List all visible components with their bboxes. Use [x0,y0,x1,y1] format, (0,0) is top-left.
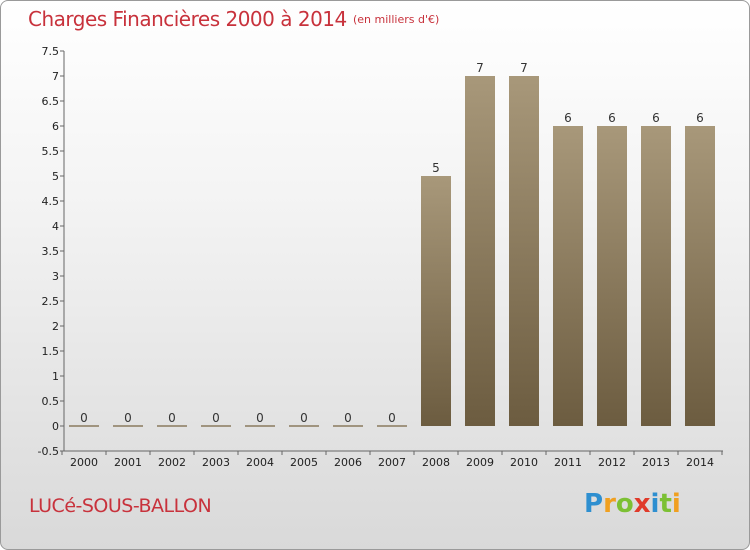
proxiti-logo: Proxiti [584,489,681,519]
x-tick-label: 2008 [422,456,450,469]
data-label: 5 [432,161,440,175]
y-tick-label: 5 [52,170,59,183]
y-tick-label: 4 [52,220,59,233]
x-tick-label: 2006 [334,456,362,469]
x-tick-label: 2004 [246,456,274,469]
chart-title: Charges Financières 2000 à 2014 [28,7,347,31]
data-label: 6 [608,111,616,125]
data-label: 7 [520,61,528,75]
data-label: 0 [212,411,220,425]
y-tick-label: 6.5 [42,95,60,108]
data-label: 7 [476,61,484,75]
x-tick-label: 2007 [378,456,406,469]
commune-name: LUCé-SOUS-BALLON [29,495,212,517]
data-label: 0 [344,411,352,425]
data-label: 0 [388,411,396,425]
y-tick-label: 0.5 [42,395,60,408]
bars [69,76,715,427]
x-tick-label: 2012 [598,456,626,469]
data-label: 6 [564,111,572,125]
data-label: 0 [256,411,264,425]
data-label: 0 [80,411,88,425]
bar [597,126,627,426]
x-tick-label: 2010 [510,456,538,469]
data-labels: 0 0 0 0 0 0 0 0 5 7 7 6 6 6 6 [80,61,704,425]
data-label: 6 [696,111,704,125]
y-tick-label: 4.5 [42,195,60,208]
y-tick-label: 6 [52,120,59,133]
x-tick-label: 2009 [466,456,494,469]
x-tick-label: 2001 [114,456,142,469]
bar [421,176,451,426]
data-label: 0 [300,411,308,425]
y-tick-label: 1.5 [42,345,60,358]
data-label: 0 [168,411,176,425]
x-tick-label: 2014 [686,456,714,469]
bar [553,126,583,426]
x-tick-label: 2002 [158,456,186,469]
y-tick-label: -0.5 [38,445,59,458]
y-tick-label: 3.5 [42,245,60,258]
y-tick-label: 1 [52,370,59,383]
y-tick-label: 0 [52,420,59,433]
y-tick-label: 2 [52,320,59,333]
x-tick-label: 2003 [202,456,230,469]
x-tick-label: 2000 [70,456,98,469]
x-tick-label: 2005 [290,456,318,469]
y-tick-label: 5.5 [42,145,60,158]
chart-unit: (en milliers d'€) [353,13,440,26]
x-tick-label: 2011 [554,456,582,469]
y-tick-label: 7.5 [42,45,60,58]
y-tick-label: 7 [52,70,59,83]
axes: -0.5 0 0.5 1 1.5 2 2.5 3 3.5 4 4.5 5 5.5 6 6.5 7 7.5 2000… [38,45,723,469]
bar [641,126,671,426]
bar [465,76,495,426]
bar [509,76,539,426]
data-label: 0 [124,411,132,425]
y-tick-label: 3 [52,270,59,283]
x-tick-label: 2013 [642,456,670,469]
bar [685,126,715,426]
y-tick-label: 2.5 [42,295,60,308]
data-label: 6 [652,111,660,125]
